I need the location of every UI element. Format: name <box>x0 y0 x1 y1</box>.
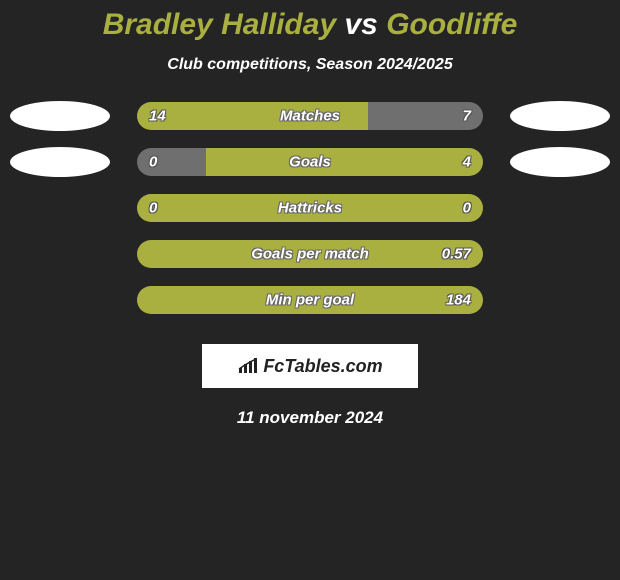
stat-row: 14 7 Matches <box>0 102 620 130</box>
stat-value-right: 0.57 <box>442 246 471 263</box>
logo-label: FcTables.com <box>263 356 382 377</box>
stat-value-right: 4 <box>463 154 471 171</box>
stat-bar: 184 Min per goal <box>137 286 483 314</box>
bar-chart-icon <box>237 357 259 375</box>
logo-box[interactable]: FcTables.com <box>202 344 418 388</box>
stat-bar-left <box>137 148 206 176</box>
stat-value-right: 0 <box>463 200 471 217</box>
stat-row: 184 Min per goal <box>0 286 620 314</box>
player2-avatar <box>510 101 610 131</box>
logo-text: FcTables.com <box>237 356 382 377</box>
stat-bar: 0 0 Hattricks <box>137 194 483 222</box>
stat-value-left: 14 <box>149 108 166 125</box>
stat-label: Goals per match <box>251 246 369 263</box>
subtitle-text: Club competitions, Season 2024/2025 <box>0 56 620 74</box>
vs-text: vs <box>344 8 377 41</box>
stat-value-right: 184 <box>446 292 471 309</box>
player2-name: Goodliffe <box>386 8 517 41</box>
stat-row: 0.57 Goals per match <box>0 240 620 268</box>
stat-value-left: 0 <box>149 154 157 171</box>
player1-avatar <box>10 147 110 177</box>
stat-bar: 0.57 Goals per match <box>137 240 483 268</box>
player1-name: Bradley Halliday <box>103 8 336 41</box>
comparison-container: Bradley Halliday vs Goodliffe Club compe… <box>0 0 620 428</box>
stat-value-right: 7 <box>463 108 471 125</box>
stat-label: Matches <box>280 108 340 125</box>
stat-value-left: 0 <box>149 200 157 217</box>
stat-row: 0 4 Goals <box>0 148 620 176</box>
stat-bar: 14 7 Matches <box>137 102 483 130</box>
stat-label: Goals <box>289 154 331 171</box>
player2-avatar <box>510 147 610 177</box>
footer-date: 11 november 2024 <box>0 408 620 428</box>
stat-row: 0 0 Hattricks <box>0 194 620 222</box>
stat-rows: 14 7 Matches 0 4 Goals 0 0 Hattricks 0.57 Goals pe… <box>0 102 620 332</box>
stat-bar-right <box>206 148 483 176</box>
stat-bar: 0 4 Goals <box>137 148 483 176</box>
player1-avatar <box>10 101 110 131</box>
stat-label: Hattricks <box>278 200 342 217</box>
page-title: Bradley Halliday vs Goodliffe <box>0 8 620 42</box>
stat-label: Min per goal <box>266 292 354 309</box>
